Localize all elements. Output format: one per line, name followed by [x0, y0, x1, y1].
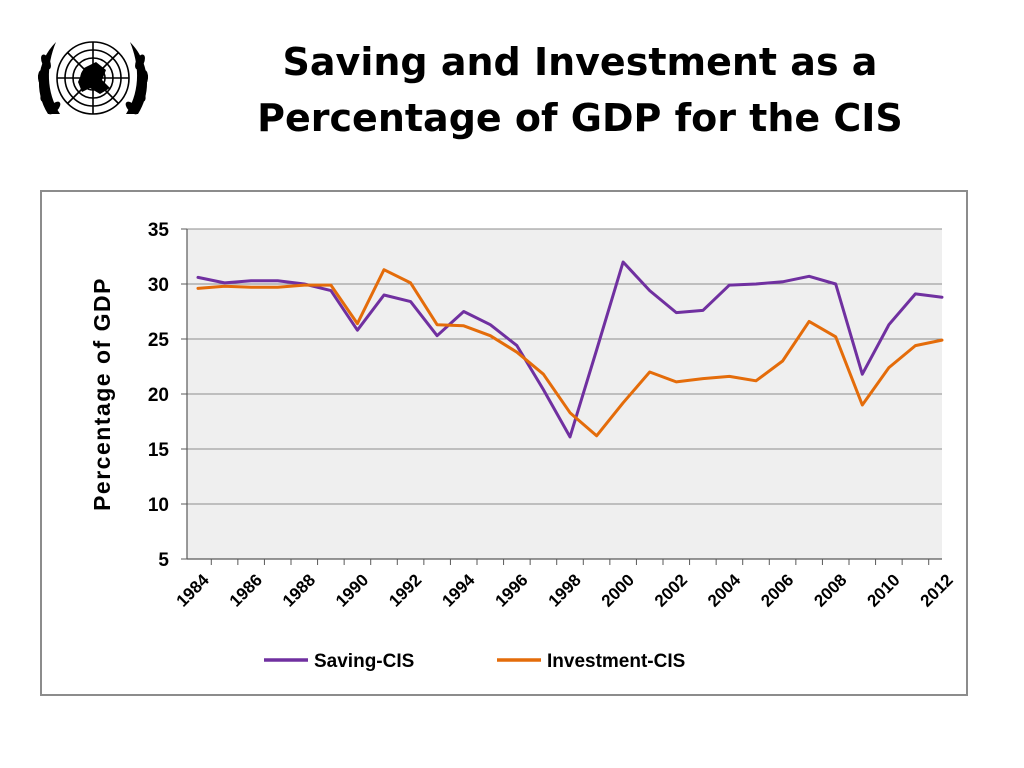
y-tick-label: 30 [148, 275, 169, 296]
x-tick-label: 2010 [864, 570, 904, 610]
series-line-investment-cis [196, 268, 944, 438]
y-tick-label: 10 [148, 495, 169, 516]
x-tick-label: 1996 [492, 570, 532, 610]
legend: Saving-CIS Investment-CIS [264, 651, 685, 672]
x-tick-label: 1988 [279, 570, 319, 610]
series-lines [196, 260, 944, 439]
y-axis-label: Percentage of GDP [89, 277, 115, 511]
x-tick-label: 1994 [438, 570, 479, 611]
x-tick-label: 2002 [651, 570, 691, 610]
un-emblem-logo [37, 41, 149, 115]
x-tick-label: 1992 [385, 570, 425, 610]
legend-label: Saving-CIS [314, 651, 414, 672]
slide-title-line-1: Saving and Investment as a [282, 40, 878, 84]
x-tick-label: 1998 [545, 570, 585, 610]
y-tick-label: 20 [148, 385, 169, 406]
x-tick-label: 1990 [332, 570, 372, 610]
y-tick-label: 15 [148, 440, 170, 461]
y-tick-label: 35 [148, 220, 170, 241]
chart-frame: 5 10 15 20 25 30 35 1984 1986 1988 1990 1992 1994 199… [40, 190, 968, 696]
legend-label: Investment-CIS [547, 651, 685, 672]
y-tick-label: 25 [148, 330, 170, 351]
x-tick-label: 2006 [757, 570, 797, 610]
y-tick-label: 5 [158, 550, 169, 571]
line-chart: 5 10 15 20 25 30 35 1984 1986 1988 1990 1992 1994 199… [89, 220, 957, 672]
slide-title: Saving and Investment as a Percentage of… [180, 34, 980, 146]
x-tick-label: 2000 [598, 570, 638, 610]
series-line-saving-cis [196, 260, 944, 439]
slide-title-line-2: Percentage of GDP for the CIS [257, 96, 903, 140]
x-tick-label: 2008 [810, 570, 850, 610]
x-tick-label: 2004 [704, 570, 745, 611]
x-tick-label: 1986 [226, 570, 266, 610]
x-tick-label: 2012 [917, 570, 957, 610]
x-tick-label: 1984 [173, 570, 214, 611]
